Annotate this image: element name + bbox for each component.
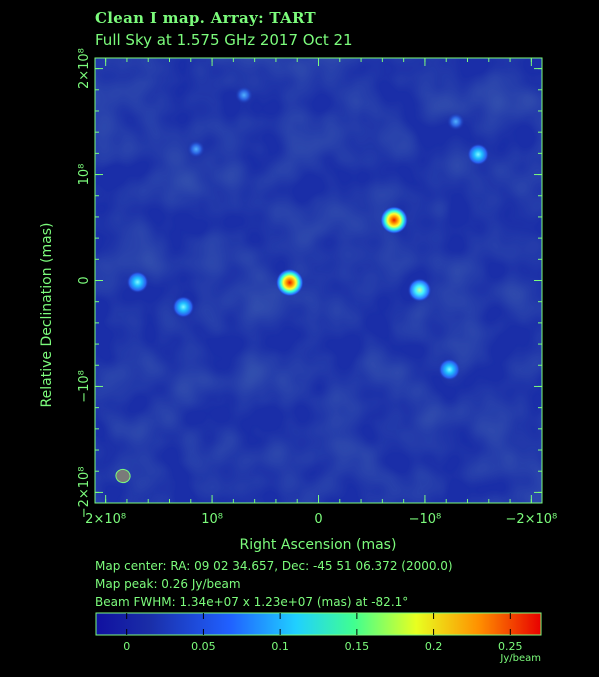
beam-ellipse [115, 468, 131, 484]
source-3 [126, 271, 149, 294]
map-peak-text: Map peak: 0.26 Jy/beam [95, 577, 241, 591]
map-subtitle: Full Sky at 1.575 GHz 2017 Oct 21 [95, 31, 353, 49]
x-tick-label-1: 10⁸ [201, 512, 223, 527]
y-tick-label-4: −2×10⁸ [77, 466, 92, 518]
y-tick-label-0: 2×10⁸ [77, 48, 92, 89]
source-5 [438, 358, 461, 381]
source-6 [467, 143, 490, 166]
x-tick-label-2: 0 [314, 512, 322, 527]
source-8 [187, 140, 206, 159]
map-center-text: Map center: RA: 09 02 34.657, Dec: -45 5… [95, 559, 453, 573]
y-axis-label: Relative Declination (mas) [39, 223, 55, 408]
y-tick-label-2: 0 [77, 276, 92, 284]
x-tick-label-3: −10⁸ [409, 512, 442, 527]
source-2 [407, 278, 432, 303]
x-axis-label: Right Ascension (mas) [240, 537, 397, 553]
sources-layer [126, 86, 490, 381]
x-tick-label-0: 2×10⁸ [85, 512, 126, 527]
y-tick-label-1: 10⁸ [77, 164, 92, 186]
source-1 [380, 206, 409, 235]
map-image [95, 58, 542, 503]
source-4 [172, 295, 195, 318]
source-9 [235, 86, 253, 105]
y-tick-label-3: −10⁸ [77, 370, 92, 403]
map-noise [95, 58, 542, 503]
beam-ellipse-layer [115, 468, 131, 484]
map-title: Clean I map. Array: TART [95, 9, 316, 27]
beam-fwhm-text: Beam FWHM: 1.34e+07 x 1.23e+07 (mas) at … [95, 595, 409, 609]
x-tick-label-4: −2×10⁸ [505, 512, 557, 527]
source-7 [446, 112, 465, 131]
source-0 [275, 268, 304, 297]
